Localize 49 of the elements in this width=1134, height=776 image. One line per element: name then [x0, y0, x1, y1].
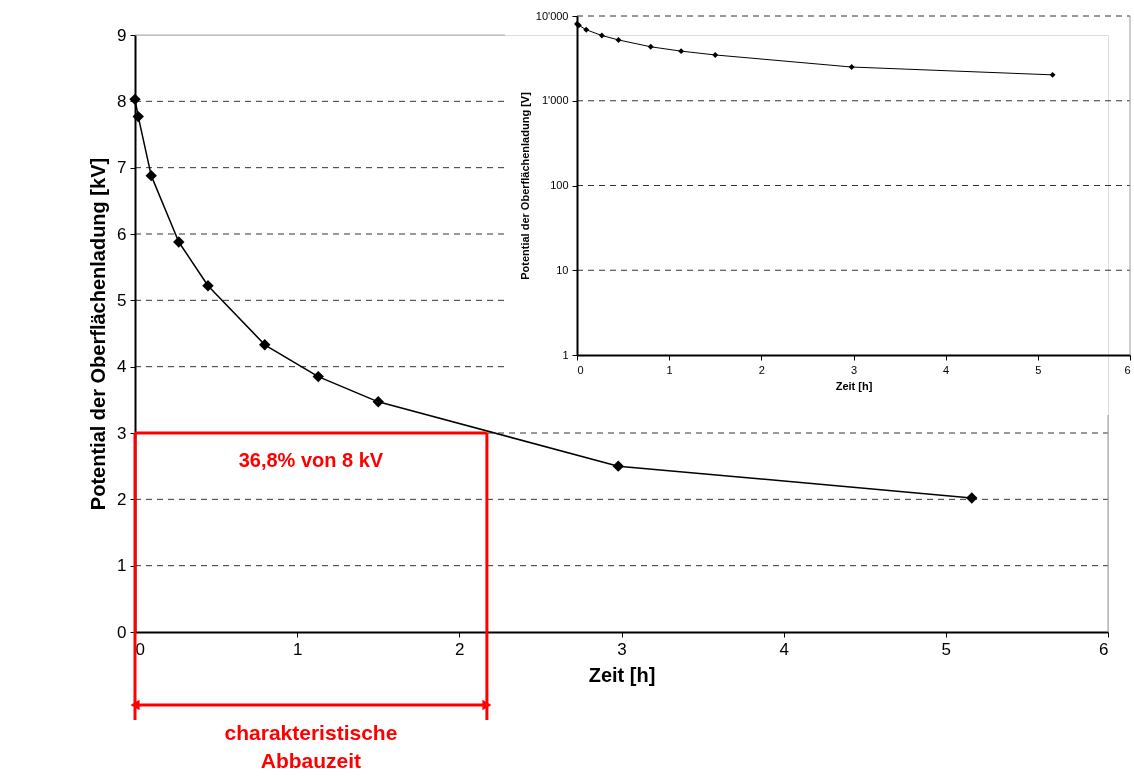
x-axis-title: Zeit [h]: [588, 663, 656, 686]
x-tick-label: 4: [943, 363, 950, 376]
y-tick-label: 100: [550, 179, 569, 191]
y-tick-label: 3: [117, 423, 127, 443]
x-tick-label: 1: [292, 639, 303, 659]
x-tick-label: 0: [577, 363, 584, 376]
y-tick-label: 5: [117, 290, 127, 310]
point: [712, 52, 719, 58]
y-tick-label: 9: [117, 25, 127, 45]
x-tick-label: 6: [1124, 363, 1131, 376]
y-tick-label: 7: [117, 158, 127, 178]
point: [132, 110, 144, 123]
y-axis-title: Potential der Oberflächenladung [kV]: [87, 157, 110, 511]
x-tick-label: 6: [1099, 639, 1109, 659]
y-tick-label: 8: [117, 91, 127, 111]
ref-line-label: 36,8% von 8 kV: [238, 449, 384, 471]
point: [848, 64, 855, 70]
point: [615, 36, 622, 43]
x-axis-title: Zeit [h]: [835, 379, 873, 392]
x-tick-label: 5: [941, 639, 952, 659]
point: [612, 460, 624, 472]
x-tick-label: 5: [1035, 363, 1042, 376]
x-tick-label: 2: [455, 639, 465, 659]
y-tick-label: 1: [117, 556, 127, 576]
x-tick-label: 2: [758, 363, 765, 376]
point: [145, 169, 157, 182]
point: [1049, 71, 1056, 78]
point: [173, 236, 185, 248]
x-tick-label: 3: [617, 639, 627, 659]
x-tick-label: 0: [135, 639, 145, 659]
point: [312, 370, 324, 383]
point: [129, 93, 141, 106]
point: [372, 396, 384, 408]
x-tick-label: 4: [779, 639, 789, 659]
y-tick-label: 1'000: [541, 94, 569, 107]
y-axis-title: Potential der Oberflächenladung [V]: [518, 91, 531, 280]
y-tick-label: 10: [556, 263, 569, 276]
y-tick-label: 10'000: [535, 9, 569, 22]
y-tick-label: 6: [117, 224, 127, 244]
ref-line-label: charakteristische Abbauzeit: [224, 721, 398, 772]
x-tick-label: 3: [850, 363, 858, 376]
y-tick-label: 0: [117, 622, 127, 642]
point: [259, 339, 271, 351]
point: [598, 32, 605, 39]
y-tick-label: 1: [562, 348, 569, 361]
x-tick-label: 1: [666, 363, 673, 376]
point: [647, 43, 654, 50]
y-tick-label: 2: [117, 489, 127, 509]
point: [202, 280, 214, 292]
